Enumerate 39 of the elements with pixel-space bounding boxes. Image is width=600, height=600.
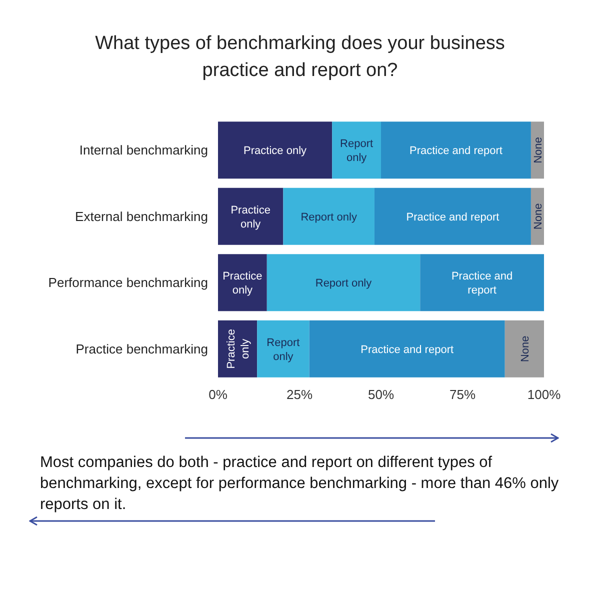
series-label: Report only [340, 138, 374, 164]
series-label: Practice and report [451, 270, 513, 297]
x-tick-label: 0% [208, 387, 228, 402]
x-tick-label: 25% [286, 387, 313, 402]
text: None [532, 203, 544, 230]
text: Report only [300, 211, 357, 224]
bar [309, 320, 505, 378]
text: None [519, 336, 532, 362]
x-tick-label: 100% [527, 387, 562, 402]
bar [381, 122, 531, 179]
text: Practice only [230, 204, 270, 230]
series-label: Practice only [222, 270, 262, 297]
bar [218, 122, 332, 179]
text: Practice only [226, 329, 252, 369]
bar [504, 320, 544, 378]
text: Practice and report [360, 344, 454, 356]
bar [332, 122, 381, 179]
y-tick-label: Internal benchmarking [79, 142, 208, 158]
y-tick-label: Performance benchmarking [48, 275, 208, 290]
x-tick-label: 75% [449, 387, 476, 402]
text: Practice and report [406, 211, 500, 224]
y-tick-label: External benchmarking [75, 208, 208, 224]
text: Practice only [244, 145, 307, 158]
bar [266, 254, 420, 312]
bar [374, 188, 531, 245]
bar [218, 254, 267, 312]
chart-title: What types of benchmarking does your business practice and report on? [94, 32, 506, 83]
bar [257, 320, 310, 378]
text: Practice and report [410, 145, 502, 158]
series-label: None [532, 136, 544, 164]
bar [420, 254, 544, 312]
bar [218, 188, 284, 245]
x-tick-label: 50% [368, 387, 394, 402]
text: Report only [315, 278, 372, 290]
y-tick-label: Practice benchmarking [76, 341, 208, 356]
bar [218, 320, 258, 378]
text: Report only [266, 336, 300, 363]
bar [283, 188, 374, 245]
text: Most companies do both - practice and report on different types of benchmarking, except for performance benchmarking - more than 46% only reports on it. [40, 453, 560, 515]
